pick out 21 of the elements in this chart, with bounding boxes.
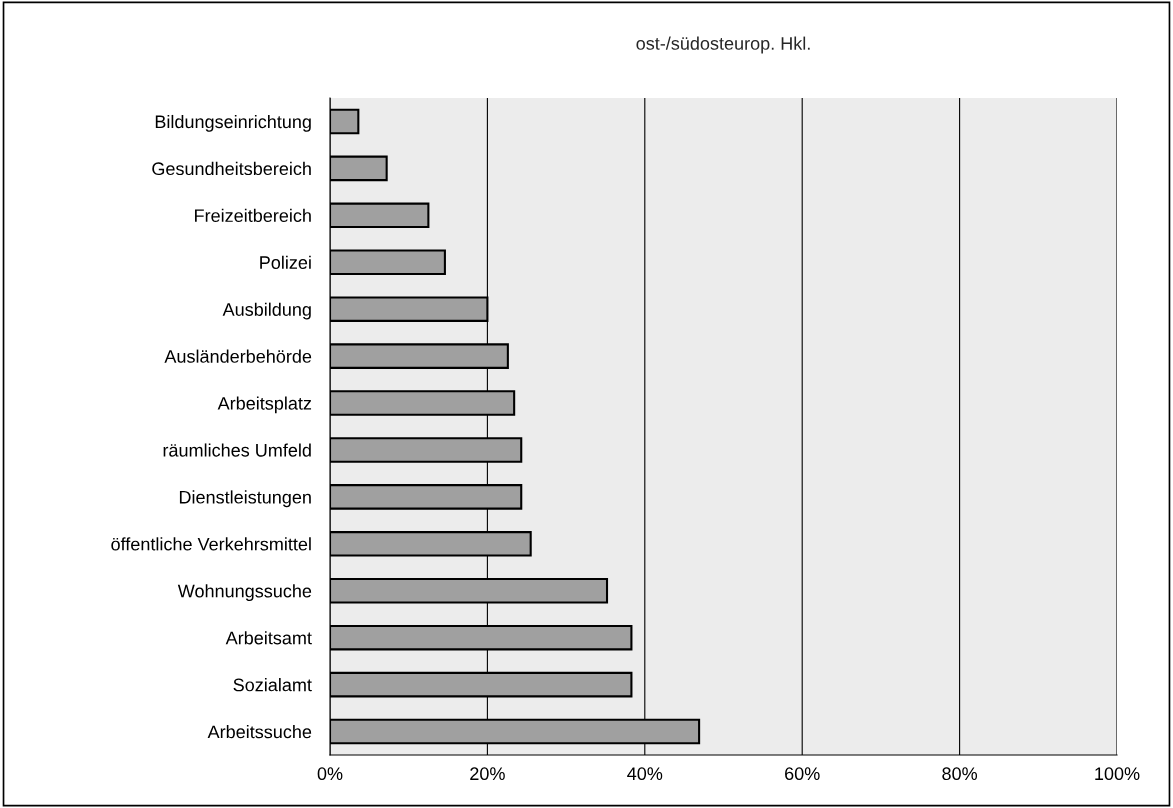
y-tick-label: räumliches Umfeld bbox=[163, 443, 311, 457]
y-tick-label: Bildungseinrichtung bbox=[155, 114, 311, 132]
x-tick-label: 20% bbox=[470, 767, 505, 781]
y-tick-label: Wohnungssuche bbox=[177, 584, 312, 602]
y-tick-label: Arbeitssuche bbox=[207, 724, 312, 739]
y-tick-label: Gesundheitsbereich bbox=[152, 161, 311, 176]
chart-title: ost-/südosteurop. Hkl. bbox=[636, 36, 810, 54]
y-tick-label: Arbeitsamt bbox=[225, 631, 312, 645]
y-tick-label: Sozialamt bbox=[233, 678, 312, 692]
x-tick-label: 0% bbox=[317, 767, 343, 781]
x-tick-label: 100% bbox=[1095, 767, 1140, 781]
y-tick-label: Ausländerbehörde bbox=[164, 349, 312, 363]
x-tick-label: 80% bbox=[942, 767, 978, 781]
y-tick-label: Arbeitsplatz bbox=[217, 396, 312, 414]
y-tick-label: öffentliche Verkehrsmittel bbox=[111, 537, 311, 551]
x-tick-label: 40% bbox=[627, 767, 663, 781]
y-tick-label: Ausbildung bbox=[222, 302, 311, 320]
x-tick-label: 60% bbox=[785, 767, 820, 781]
y-tick-label: Dienstleistungen bbox=[179, 490, 311, 508]
y-tick-label: Polizei bbox=[260, 255, 311, 269]
y-tick-label: Freizeitbereich bbox=[195, 208, 311, 223]
